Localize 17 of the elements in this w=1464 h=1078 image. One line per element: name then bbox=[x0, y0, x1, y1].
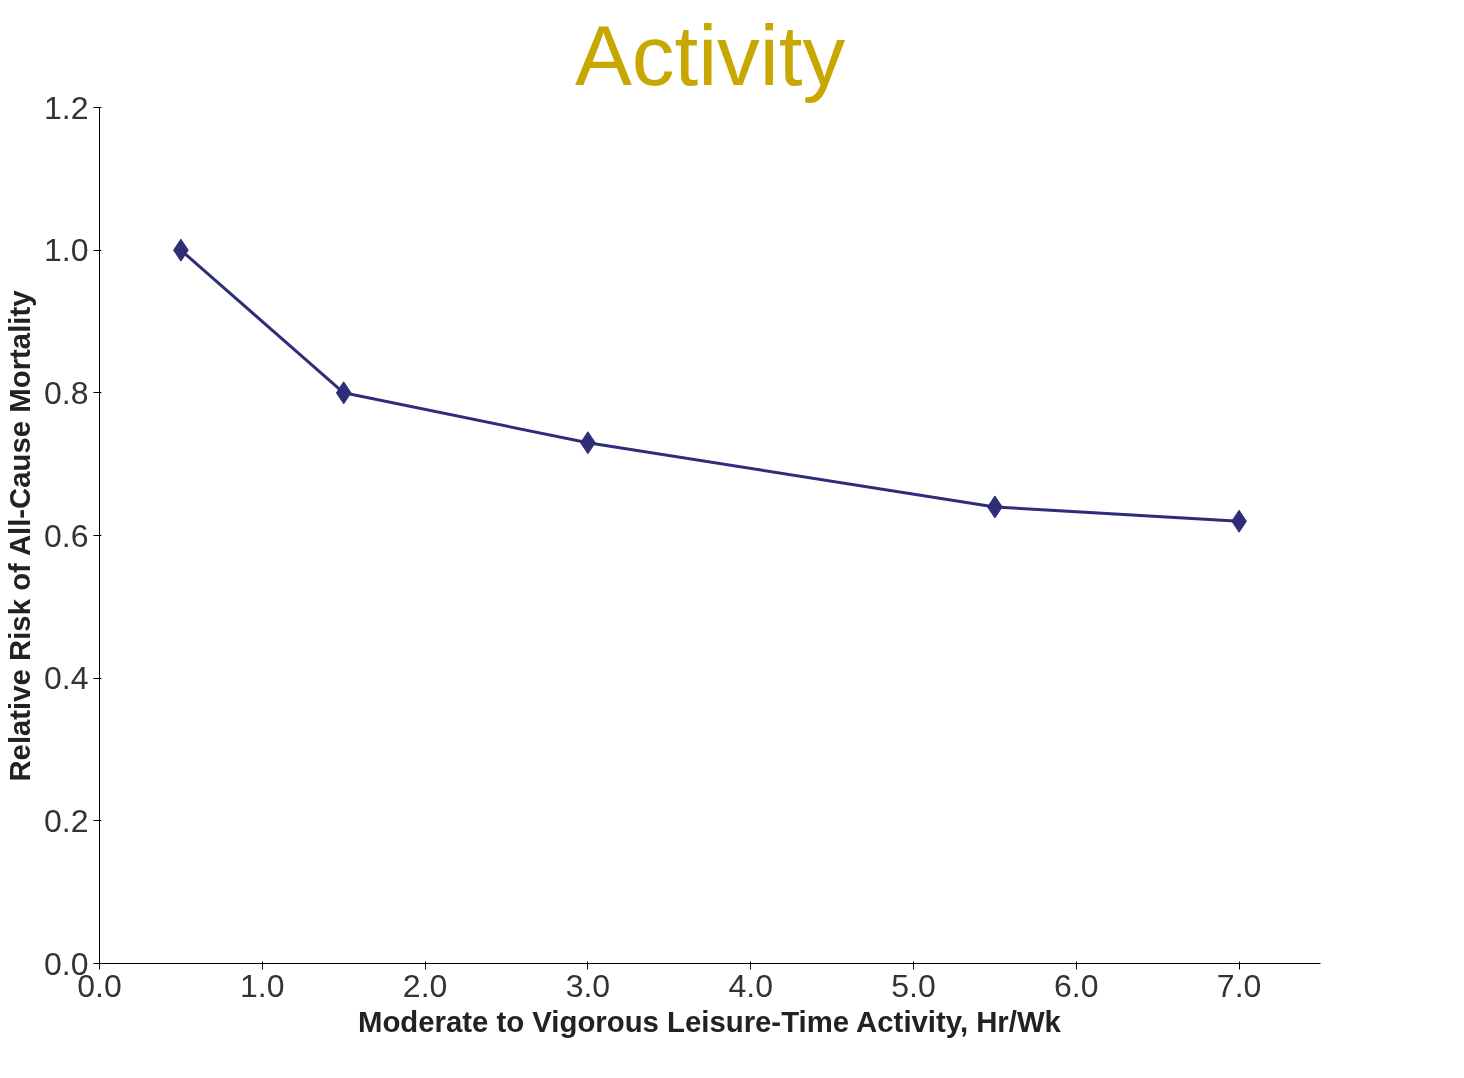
y-tick-label: 0.8 bbox=[44, 374, 89, 411]
y-tick-label: 0.4 bbox=[44, 660, 89, 697]
point bbox=[335, 381, 352, 405]
y-tick-label: 1.2 bbox=[44, 89, 89, 126]
x-axis-title: Moderate to Vigorous Leisure-Time Activity, Hr/Wk bbox=[357, 1004, 1062, 1038]
x-tick-label: 2.0 bbox=[402, 967, 448, 1004]
y-axis-title: Relative Risk of All-Cause Mortality bbox=[3, 289, 37, 782]
x-tick-label: 3.0 bbox=[565, 967, 611, 1004]
y-tick-label: 1.0 bbox=[44, 232, 89, 269]
y-tick-label: 0.6 bbox=[44, 517, 89, 554]
x-tick-label: 5.0 bbox=[891, 967, 936, 1004]
x-tick-label: 1.0 bbox=[240, 967, 285, 1004]
chart-title: Activity bbox=[574, 7, 846, 103]
x-tick-label: 4.0 bbox=[728, 967, 773, 1004]
x-tick-label: 7.0 bbox=[1216, 967, 1262, 1004]
y-tick-label: 0.2 bbox=[44, 802, 89, 839]
x-tick-label: 6.0 bbox=[1054, 967, 1099, 1004]
